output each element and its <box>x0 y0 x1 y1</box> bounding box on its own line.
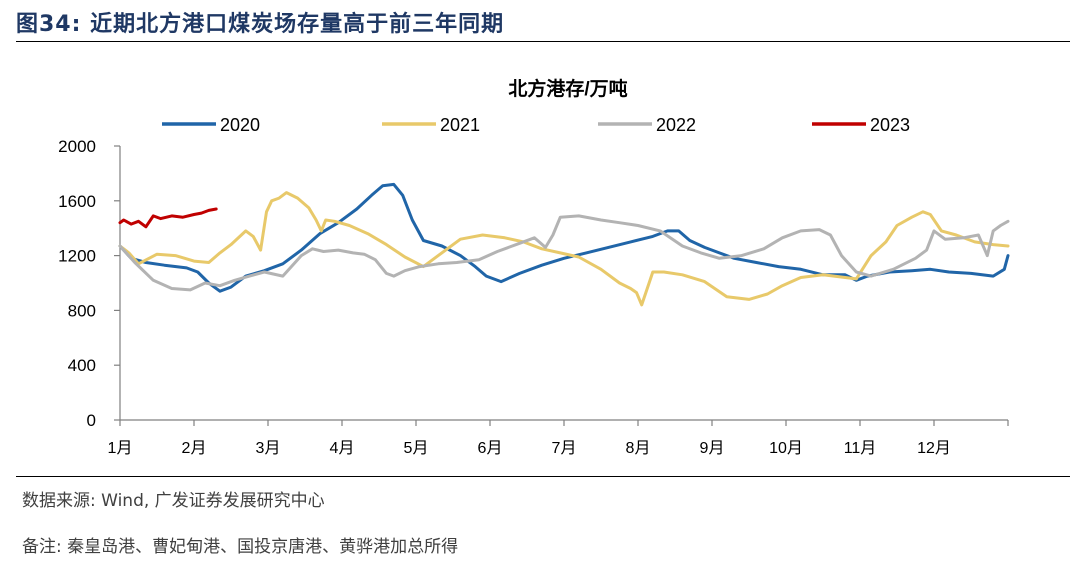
legend: 2020 2021 2022 2023 <box>162 115 910 135</box>
x-tick-label: 10月 <box>769 440 803 457</box>
x-tick-label: 12月 <box>917 440 951 457</box>
x-tick-label: 7月 <box>552 440 577 457</box>
figure-title: 图34: 近期北方港口煤炭场存量高于前三年同期 <box>16 12 505 37</box>
line-chart: 北方港存/万吨 2020 2021 2022 2023 0 400 800 1200 1600… <box>58 77 1010 457</box>
footer-divider <box>16 476 1070 477</box>
x-tick-label: 5月 <box>404 440 429 457</box>
y-tick-label: 800 <box>68 301 96 320</box>
x-tick-label: 4月 <box>330 440 355 457</box>
source-note: 数据来源: Wind, 广发证券发展研究中心 <box>22 491 325 511</box>
y-tick-label: 0 <box>87 411 96 430</box>
legend-label-2020: 2020 <box>220 115 260 135</box>
x-tick-label: 3月 <box>256 440 281 457</box>
series-layer <box>118 182 1010 307</box>
y-tick-label: 400 <box>68 356 96 375</box>
x-tick-label: 2月 <box>182 440 207 457</box>
legend-label-2021: 2021 <box>440 115 480 135</box>
series-line-2021 <box>118 191 1010 307</box>
x-tick-label: 9月 <box>700 440 725 457</box>
x-tick-label: 8月 <box>626 440 651 457</box>
series-line-2022 <box>118 214 1010 292</box>
x-tick-label: 6月 <box>478 440 503 457</box>
remark-note: 备注: 秦皇岛港、曹妃甸港、国投京唐港、黄骅港加总所得 <box>22 537 459 557</box>
legend-label-2023: 2023 <box>870 115 910 135</box>
chart-title: 北方港存/万吨 <box>508 77 627 100</box>
title-divider <box>16 41 1070 42</box>
y-tick-label: 1200 <box>58 247 96 266</box>
series-line-2023 <box>118 207 218 229</box>
y-tick-label: 1600 <box>58 192 96 211</box>
x-tick-label: 11月 <box>844 440 877 457</box>
y-tick-label: 2000 <box>58 137 96 156</box>
axes: 0 400 800 1200 1600 2000 1月 2月 3月 4月 5月 6月 7月 8月 9月 10月… <box>58 137 1009 457</box>
x-tick-label: 1月 <box>108 440 133 457</box>
legend-label-2022: 2022 <box>656 115 696 135</box>
